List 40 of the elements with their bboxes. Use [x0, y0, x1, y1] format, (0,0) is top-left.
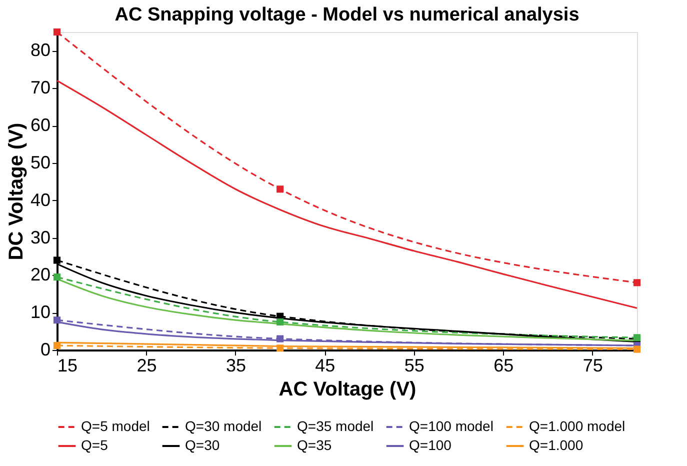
- point: [633, 279, 641, 286]
- y-tick-label: 60: [30, 115, 50, 136]
- point: [53, 316, 61, 324]
- x-tick-label: 65: [494, 356, 514, 376]
- y-tick-label: 30: [30, 227, 50, 248]
- legend-label: Q=30 model: [185, 418, 262, 434]
- legend-label: Q=30: [185, 437, 220, 453]
- y-tick-label: 20: [30, 264, 50, 285]
- legend-label: Q=35: [297, 437, 332, 453]
- x-tick-label: 45: [315, 356, 336, 376]
- y-axis-title: DC Voltage (V): [5, 122, 28, 260]
- point: [53, 28, 61, 36]
- legend-label: Q=5: [81, 437, 108, 453]
- point: [276, 344, 284, 352]
- x-tick-label: 55: [404, 356, 424, 376]
- point: [53, 274, 61, 281]
- y-tick-label: 40: [30, 190, 50, 210]
- y-tick-label: 50: [30, 152, 50, 172]
- point: [276, 318, 284, 326]
- x-tick-label: 35: [226, 356, 246, 376]
- legend-label: Q=100 model: [409, 418, 494, 434]
- point: [276, 335, 284, 342]
- x-axis-title: AC Voltage (V): [278, 378, 416, 400]
- point: [276, 186, 284, 193]
- point: [633, 346, 641, 353]
- y-tick-label: 80: [30, 40, 50, 60]
- legend-label: Q=5 model: [81, 418, 150, 434]
- line-series: [56, 80, 638, 309]
- legend-label: Q=100: [409, 437, 452, 453]
- x-tick-label: 75: [582, 356, 603, 376]
- x-tick-label: 15: [58, 356, 78, 376]
- chart-title: AC Snapping voltage - Model vs numerical analysis: [114, 4, 580, 26]
- y-tick-label: 0: [40, 340, 50, 360]
- legend-label: Q=35 model: [297, 418, 374, 434]
- legend-label: Q=1.000: [529, 437, 584, 453]
- y-tick-label: 70: [30, 78, 50, 98]
- point: [53, 256, 61, 264]
- x-tick-label: 25: [136, 356, 157, 376]
- legend-label: Q=1.000 model: [529, 418, 626, 434]
- y-tick-label: 10: [30, 302, 50, 322]
